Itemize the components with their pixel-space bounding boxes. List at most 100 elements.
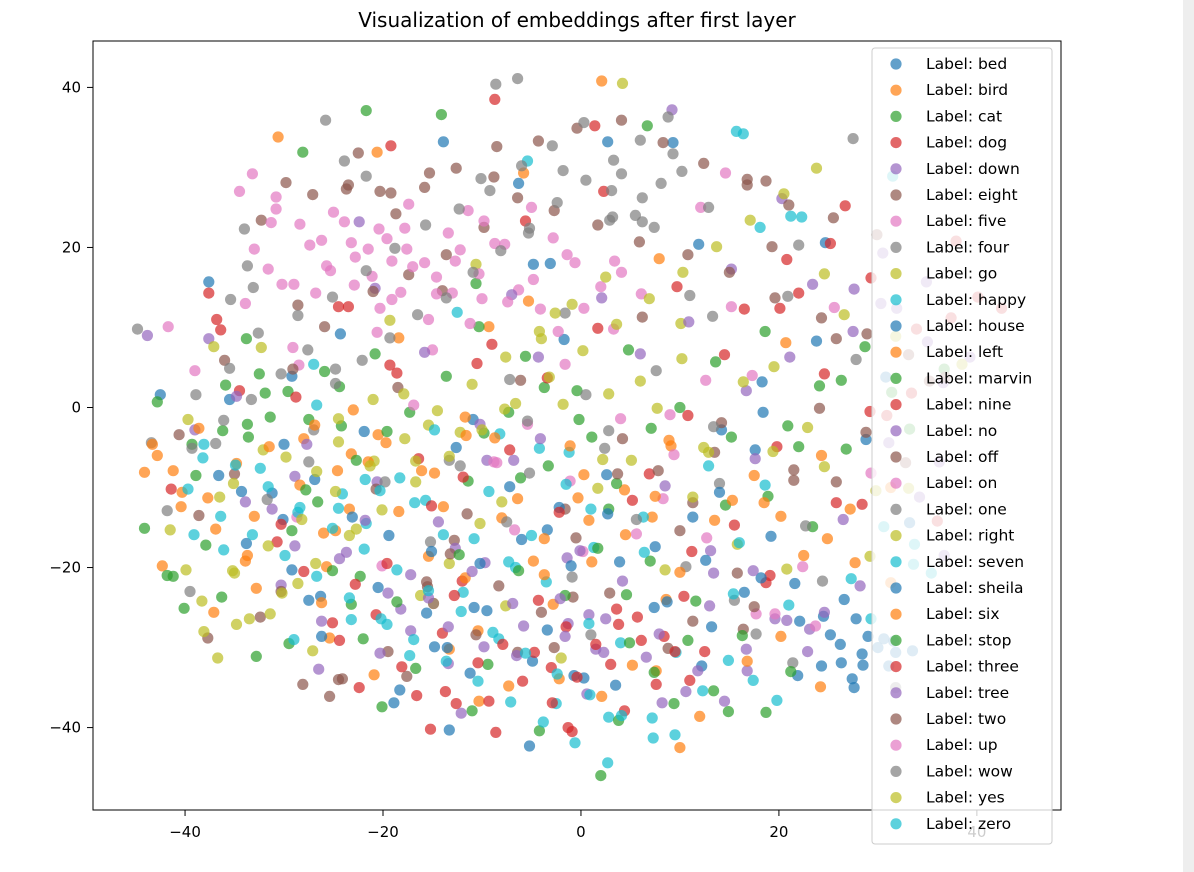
data-point: [440, 655, 452, 667]
data-point: [311, 399, 323, 411]
data-point: [374, 647, 386, 659]
data-point: [197, 452, 209, 464]
data-point: [728, 519, 741, 531]
data-point: [243, 613, 255, 625]
data-point: [511, 493, 524, 505]
data-point: [292, 577, 304, 590]
data-point: [441, 642, 453, 654]
data-point: [828, 301, 840, 314]
legend-marker: [890, 687, 902, 699]
legend-item-three: Label: three: [890, 658, 1019, 676]
data-point: [504, 444, 516, 456]
data-point: [663, 434, 675, 446]
data-point: [570, 532, 582, 544]
data-point: [636, 311, 648, 323]
legend-item-bird: Label: bird: [890, 81, 1008, 99]
data-point: [332, 413, 345, 425]
y-tick-label: 40: [62, 78, 81, 96]
data-point: [354, 570, 366, 582]
data-point: [738, 303, 750, 315]
data-point: [332, 502, 345, 514]
data-point: [374, 485, 386, 497]
data-point: [422, 313, 435, 326]
data-point: [489, 93, 501, 105]
legend-item-seven: Label: seven: [890, 553, 1024, 571]
data-point: [559, 630, 571, 643]
data-point: [238, 223, 250, 235]
data-point: [760, 706, 772, 719]
data-point: [173, 429, 185, 441]
data-point: [710, 356, 722, 368]
data-point: [592, 482, 604, 494]
data-point: [182, 483, 194, 495]
data-point: [785, 210, 797, 222]
data-point: [332, 301, 345, 313]
legend-label: Label: marvin: [926, 369, 1032, 387]
legend-item-yes: Label: yes: [890, 789, 1005, 807]
data-point: [216, 591, 228, 603]
y-tick-label: 0: [71, 398, 81, 416]
data-point: [448, 589, 460, 602]
data-point: [388, 697, 400, 709]
data-point: [650, 678, 662, 691]
data-point: [856, 498, 868, 510]
data-point: [580, 389, 592, 401]
data-point: [783, 599, 795, 611]
data-point: [838, 309, 850, 321]
legend-item-no: Label: no: [890, 422, 997, 440]
data-point: [271, 536, 283, 548]
data-point: [725, 301, 738, 313]
data-point: [839, 200, 851, 212]
data-point: [245, 393, 257, 406]
data-point: [312, 496, 324, 508]
data-point: [546, 697, 558, 709]
legend-label: Label: happy: [926, 291, 1026, 309]
data-point: [430, 271, 443, 283]
data-point: [411, 690, 423, 702]
data-point: [749, 453, 761, 465]
data-point: [250, 582, 262, 594]
data-point: [401, 243, 413, 255]
data-point: [329, 377, 342, 390]
data-point: [313, 663, 325, 675]
legend-marker: [890, 137, 902, 149]
data-point: [262, 540, 274, 552]
data-point: [190, 469, 202, 482]
data-point: [353, 216, 365, 228]
data-point: [241, 418, 253, 430]
data-point: [468, 533, 480, 545]
legend-label: Label: on: [926, 474, 997, 492]
data-point: [785, 666, 797, 678]
data-point: [834, 638, 846, 651]
series-three: [333, 557, 711, 739]
data-point: [356, 354, 368, 366]
data-point: [807, 278, 819, 290]
data-point: [566, 726, 578, 738]
data-point: [360, 265, 372, 277]
data-point: [571, 385, 583, 397]
data-point: [398, 388, 410, 400]
data-point: [793, 287, 805, 299]
data-point: [551, 197, 563, 209]
data-point: [420, 219, 432, 231]
data-point: [648, 221, 660, 233]
data-point: [424, 536, 437, 548]
legend-item-zero: Label: zero: [890, 815, 1011, 833]
data-point: [421, 607, 433, 619]
data-point: [416, 465, 428, 477]
data-point: [596, 75, 608, 87]
legend-label: Label: four: [926, 238, 1010, 256]
data-point: [703, 446, 715, 458]
data-point: [659, 480, 671, 492]
data-point: [616, 77, 629, 89]
data-point: [265, 217, 277, 229]
data-point: [338, 216, 350, 228]
data-point: [203, 287, 215, 299]
data-point: [818, 461, 831, 473]
data-point: [517, 675, 529, 687]
data-point: [483, 695, 495, 707]
data-point: [167, 465, 179, 477]
data-point: [744, 214, 756, 226]
legend-label: Label: seven: [926, 553, 1024, 571]
data-point: [496, 496, 508, 508]
